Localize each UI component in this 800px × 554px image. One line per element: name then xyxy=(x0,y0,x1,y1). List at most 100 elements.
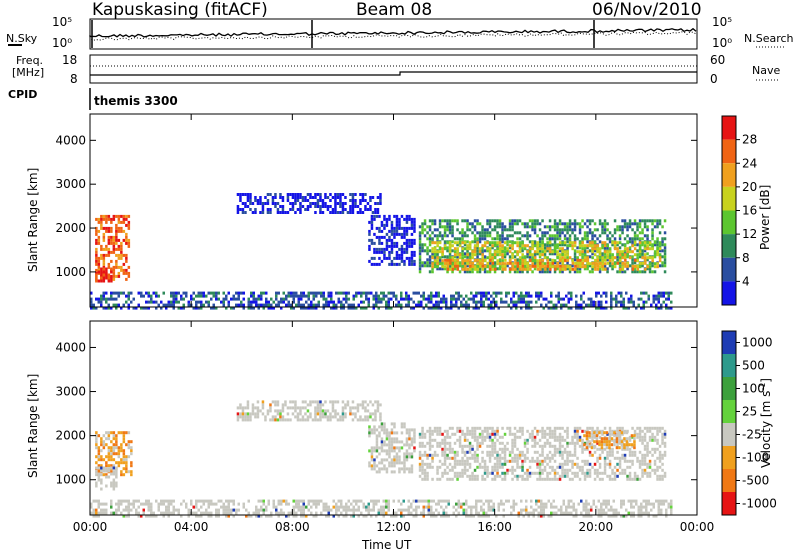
heatmap-cell xyxy=(523,459,527,463)
heatmap-cell xyxy=(466,222,469,226)
heatmap-cell xyxy=(513,444,517,448)
heatmap-cell xyxy=(127,508,130,512)
heatmap-cell xyxy=(241,202,245,205)
heatmap-cell xyxy=(120,256,123,260)
heatmap-cell xyxy=(97,229,101,233)
heatmap-cell xyxy=(441,447,444,451)
heatmap-cell xyxy=(573,228,577,232)
heatmap-cell xyxy=(461,237,464,241)
heatmap-cell xyxy=(364,400,367,404)
heatmap-cell xyxy=(157,508,160,512)
heatmap-cell xyxy=(95,461,98,465)
heatmap-cell xyxy=(526,468,529,472)
heatmap-cell xyxy=(643,253,647,257)
heatmap-cell xyxy=(653,435,657,439)
heatmap-cell xyxy=(486,429,489,433)
heatmap-cell xyxy=(102,291,105,295)
heatmap-cell xyxy=(465,294,468,298)
heatmap-cell xyxy=(528,459,532,463)
heatmap-cell xyxy=(603,228,607,232)
heatmap-cell xyxy=(115,274,118,278)
heatmap-cell xyxy=(473,228,477,232)
heatmap-cell xyxy=(513,453,517,457)
heatmap-cell xyxy=(653,262,657,266)
heatmap-cell xyxy=(643,435,647,439)
heatmap-cell xyxy=(476,241,479,245)
heatmap-cell xyxy=(603,250,607,254)
heatmap-cell xyxy=(463,432,467,436)
heatmap-cell xyxy=(493,432,497,436)
heatmap-cell xyxy=(606,258,609,262)
heatmap-cell xyxy=(398,247,401,251)
heatmap-cell xyxy=(247,306,250,310)
heatmap-cell xyxy=(557,294,560,298)
heatmap-cell xyxy=(549,261,552,265)
heatmap-cell xyxy=(270,306,273,310)
heatmap-cell xyxy=(626,225,629,229)
heatmap-cell xyxy=(623,270,627,274)
heatmap-cell xyxy=(553,244,557,248)
heatmap-cell xyxy=(456,243,459,247)
heatmap-cell xyxy=(648,265,652,269)
heatmap-cell xyxy=(496,459,499,463)
heatmap-cell xyxy=(390,443,394,447)
heatmap-cell xyxy=(533,222,537,226)
heatmap-cell xyxy=(533,250,537,254)
heatmap-cell xyxy=(511,450,514,454)
heatmap-cell xyxy=(586,261,590,265)
heatmap-cell xyxy=(274,400,277,404)
heatmap-cell xyxy=(379,202,382,205)
heatmap-cell xyxy=(125,217,128,221)
heatmap-cell xyxy=(581,465,584,469)
heatmap-cell xyxy=(573,255,577,259)
heatmap-cell xyxy=(145,306,148,310)
heatmap-cell xyxy=(155,306,158,310)
heatmap-cell xyxy=(596,244,599,248)
heatmap-cell xyxy=(523,234,527,238)
heatmap-cell xyxy=(511,471,514,475)
heatmap-cell xyxy=(320,291,323,295)
heatmap-cell xyxy=(516,474,519,478)
heatmap-cell xyxy=(365,294,368,298)
heatmap-cell xyxy=(536,432,539,436)
heatmap-cell xyxy=(410,232,414,236)
heatmap-cell xyxy=(187,303,190,307)
heatmap-cell xyxy=(558,249,562,253)
heatmap-cell xyxy=(90,303,93,307)
heatmap-cell xyxy=(302,306,305,310)
heatmap-cell xyxy=(531,432,534,436)
heatmap-cell xyxy=(127,446,131,450)
heatmap-cell xyxy=(665,297,668,301)
heatmap-cell xyxy=(408,226,411,230)
heatmap-cell xyxy=(398,220,401,224)
heatmap-cell xyxy=(641,270,644,274)
heatmap-cell xyxy=(479,264,482,268)
heatmap-cell xyxy=(259,202,262,205)
heatmap-cell xyxy=(570,294,573,298)
heatmap-cell xyxy=(563,429,567,433)
heatmap-cell xyxy=(468,270,472,274)
heatmap-cell xyxy=(456,477,459,481)
heatmap-cell xyxy=(518,450,522,454)
heatmap-cell xyxy=(415,291,418,295)
heatmap-cell xyxy=(448,231,452,235)
heatmap-cell xyxy=(541,219,544,223)
heatmap-cell xyxy=(441,261,444,265)
heatmap-cell xyxy=(580,297,583,301)
heatmap-cell xyxy=(472,306,475,310)
heatmap-cell xyxy=(498,265,502,269)
heatmap-cell xyxy=(501,477,504,481)
heatmap-cell xyxy=(383,425,386,429)
heatmap-cell xyxy=(97,265,101,269)
heatmap-cell xyxy=(97,217,101,221)
heatmap-cell xyxy=(608,477,612,481)
heatmap-cell xyxy=(256,202,260,205)
heatmap-cell xyxy=(385,449,389,453)
heatmap-cell xyxy=(451,465,454,469)
heatmap-cell xyxy=(548,426,552,430)
heatmap-cell xyxy=(541,264,545,268)
heatmap-cell xyxy=(498,234,502,238)
heatmap-cell xyxy=(120,443,123,447)
heatmap-cell xyxy=(543,234,547,238)
heatmap-cell xyxy=(621,267,625,271)
